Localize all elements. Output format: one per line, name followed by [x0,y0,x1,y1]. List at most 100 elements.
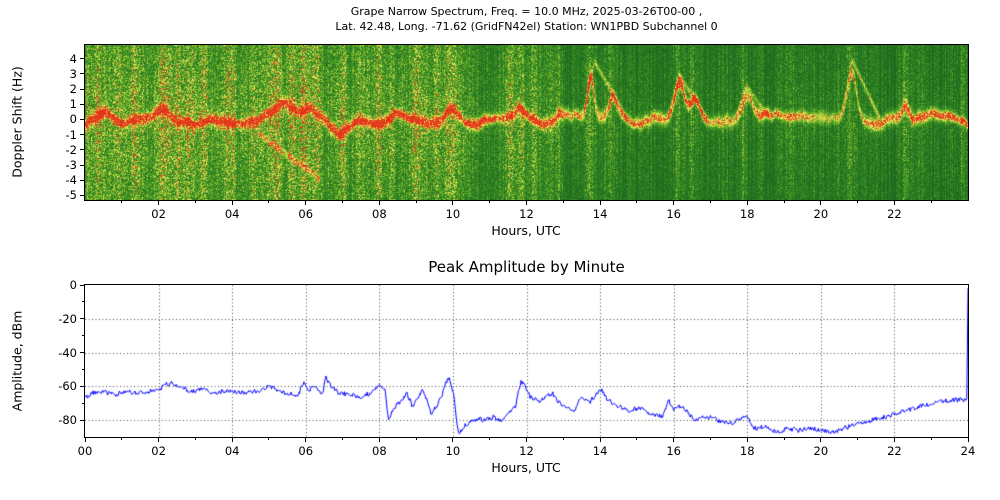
x-minor-tick-mark [194,201,196,203]
y-tick-mark [80,385,84,387]
y-tick-label: 2 [69,82,77,97]
y-tick-mark [80,88,84,90]
y-tick-mark [80,73,84,75]
x-tick-mark [673,201,675,205]
x-tick-label: 24 [960,444,976,458]
x-minor-tick-mark [709,201,711,203]
amplitude-title: Peak Amplitude by Minute [428,258,625,276]
y-tick-mark [80,179,84,181]
x-tick-label: 02 [151,207,166,221]
x-tick-label: 08 [372,444,387,458]
x-tick-label: 20 [813,444,829,458]
x-tick-label: 00 [77,444,93,458]
x-tick-mark [746,201,748,205]
y-tick-label: -20 [58,311,77,326]
x-tick-mark [378,438,380,442]
y-tick-label: -40 [58,345,77,360]
y-tick-mark [80,318,84,320]
x-minor-tick-mark [709,438,711,440]
y-minor-tick-mark [82,368,84,370]
y-minor-tick-mark [82,301,84,303]
x-tick-label: 22 [887,207,902,221]
x-tick-mark [673,438,675,442]
x-tick-mark [893,201,895,205]
y-tick-label: -3 [65,158,77,173]
y-tick-mark [80,284,84,286]
x-minor-tick-mark [562,438,564,440]
x-minor-tick-mark [342,201,344,203]
spectrogram-title-line1: Grape Narrow Spectrum, Freq. = 10.0 MHz,… [350,5,703,18]
x-minor-tick-mark [342,438,344,440]
x-minor-tick-mark [489,438,491,440]
x-tick-label: 12 [519,444,534,458]
x-tick-mark [746,438,748,442]
x-tick-label: 14 [592,207,608,221]
x-tick-mark [893,438,895,442]
spectrogram-canvas [85,45,968,200]
y-tick-label: -4 [65,173,77,188]
y-tick-label: 1 [69,97,77,112]
x-minor-tick-mark [121,201,123,203]
x-tick-label: 06 [298,444,314,458]
x-tick-mark [158,201,160,205]
x-tick-mark [599,201,601,205]
x-minor-tick-mark [415,201,417,203]
y-tick-mark [80,149,84,151]
x-tick-label: 10 [445,444,461,458]
y-tick-label: -80 [58,413,77,428]
x-minor-tick-mark [783,438,785,440]
x-minor-tick-mark [121,438,123,440]
x-tick-mark [231,201,233,205]
spectrogram-x-axis-label: Hours, UTC [491,223,561,238]
y-tick-mark [80,118,84,120]
x-tick-label: 16 [666,444,681,458]
x-tick-mark [305,201,307,205]
x-minor-tick-mark [636,438,638,440]
x-tick-label: 16 [666,207,681,221]
x-tick-label: 14 [592,444,608,458]
x-tick-label: 10 [445,207,461,221]
x-tick-mark [452,201,454,205]
x-tick-mark [526,201,527,205]
y-tick-label: 0 [69,278,77,292]
x-tick-mark [378,201,380,205]
x-minor-tick-mark [783,201,785,203]
x-tick-label: 04 [224,444,240,458]
x-tick-label: 08 [372,207,387,221]
y-minor-tick-mark [82,402,84,404]
y-tick-label: 3 [69,66,77,81]
y-tick-mark [80,352,84,354]
y-tick-mark [80,194,84,196]
x-minor-tick-mark [930,438,932,440]
y-tick-label: -1 [65,127,77,142]
x-minor-tick-mark [857,201,859,203]
y-tick-label: 4 [69,51,77,66]
x-tick-mark [820,438,822,442]
x-tick-mark [158,438,160,442]
x-tick-mark [526,438,527,442]
spectrogram-y-axis-label: Doppler Shift (Hz) [9,66,25,178]
x-tick-label: 04 [224,207,240,221]
x-minor-tick-mark [857,438,859,440]
x-tick-label: 02 [151,444,166,458]
amplitude-y-axis-label: Amplitude, dBm [9,310,25,412]
y-tick-label: -5 [65,188,77,203]
x-minor-tick-mark [415,438,417,440]
spectrogram-title: Grape Narrow Spectrum, Freq. = 10.0 MHz,… [85,4,968,34]
x-tick-label: 18 [739,207,755,221]
x-tick-mark [84,438,86,442]
x-minor-tick-mark [636,201,638,203]
x-minor-tick-mark [489,201,491,203]
spectrogram-title-line2: Lat. 42.48, Long. -71.62 (GridFN42el) St… [335,20,718,33]
x-tick-mark [599,438,601,442]
y-tick-label: -2 [65,142,77,157]
x-tick-mark [452,438,454,442]
x-tick-label: 20 [813,207,829,221]
x-tick-label: 06 [298,207,314,221]
x-tick-label: 22 [887,444,902,458]
x-minor-tick-mark [194,438,196,440]
y-minor-tick-mark [82,335,84,337]
x-tick-mark [305,438,307,442]
x-minor-tick-mark [268,438,270,440]
